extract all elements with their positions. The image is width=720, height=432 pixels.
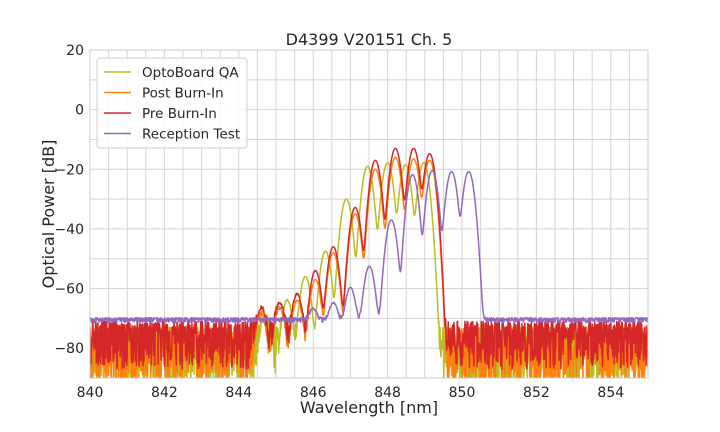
chart-title: D4399 V20151 Ch. 5 — [286, 30, 453, 49]
x-axis-label: Wavelength [nm] — [300, 398, 438, 417]
x-tick-labels: 840 842 844 846 848 850 852 854 — [77, 385, 625, 401]
y-tick-label: 20 — [66, 43, 84, 59]
x-tick-label: 840 — [77, 385, 104, 401]
legend-label: Pre Burn-In — [142, 106, 217, 122]
x-tick-label: 846 — [300, 385, 327, 401]
plot-frame — [89, 49, 649, 379]
x-tick-label: 844 — [225, 385, 252, 401]
legend-label: Reception Test — [142, 127, 240, 143]
x-tick-label: 842 — [151, 385, 178, 401]
y-tick-labels: 20 0 −20 −40 −60 −80 — [54, 43, 84, 357]
series-line-pre-burn-in — [90, 147, 648, 370]
legend-label: OptoBoard QA — [142, 65, 239, 81]
x-tick-label: 850 — [449, 385, 476, 401]
y-axis-label: Optical Power [dB] — [39, 140, 58, 289]
y-tick-label: −80 — [54, 341, 84, 357]
series-line-reception-test — [90, 170, 648, 324]
x-tick-label: 852 — [523, 385, 550, 401]
y-tick-label: 0 — [75, 103, 84, 119]
legend: OptoBoard QA Post Burn-In Pre Burn-In Recep… — [96, 57, 248, 149]
series-lines — [90, 147, 648, 378]
x-tick-label: 848 — [374, 385, 401, 401]
legend-box — [96, 57, 248, 149]
x-tick-label: 854 — [597, 385, 624, 401]
legend-label: Post Burn-In — [142, 86, 224, 102]
y-tick-label: −60 — [54, 282, 84, 298]
y-tick-label: −20 — [54, 162, 84, 178]
y-tick-label: −40 — [54, 222, 84, 238]
